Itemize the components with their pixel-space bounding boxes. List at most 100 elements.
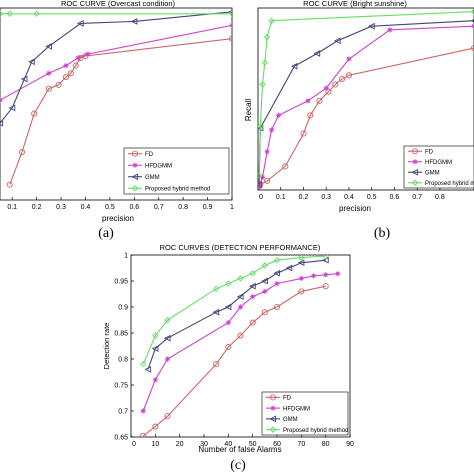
data-point-legend-proposed-hybrid-method-0 bbox=[269, 426, 277, 433]
data-point-proposed-hybrid-method-1 bbox=[152, 332, 159, 339]
data-point-gmm-1 bbox=[151, 345, 159, 352]
data-point-hfdgmm-7 bbox=[274, 281, 280, 287]
data-point-proposed-hybrid-method-3 bbox=[228, 10, 232, 17]
legend-label-hfdgmm: HFDGMM bbox=[425, 160, 452, 166]
legend-label-fd: FD bbox=[145, 152, 154, 158]
data-point-proposed-hybrid-method-9 bbox=[298, 255, 305, 261]
series-line-gmm bbox=[0, 11, 232, 124]
data-point-hfdgmm-5 bbox=[250, 294, 256, 300]
chart-panel-a: ROC CURVE (Overcast condition) 0.1 0.2 0.3… bbox=[0, 0, 234, 241]
data-point-fd-4 bbox=[55, 81, 62, 88]
y-tick-label: 0.8 bbox=[118, 357, 128, 364]
data-point-gmm-3 bbox=[28, 58, 35, 66]
data-point-hfdgmm-4 bbox=[237, 304, 244, 310]
data-point-hfdgmm-0 bbox=[258, 183, 262, 189]
x-tick-label: 0.2 bbox=[32, 204, 42, 211]
data-point-proposed-hybrid-method-2 bbox=[164, 316, 171, 324]
legend-label-fd: FD bbox=[283, 396, 292, 402]
plot-frame-c bbox=[130, 254, 351, 438]
data-point-proposed-hybrid-method-2 bbox=[33, 10, 40, 17]
x-tick-label: 90 bbox=[346, 441, 354, 448]
data-point-proposed-hybrid-method-10 bbox=[322, 255, 329, 260]
data-point-gmm-4 bbox=[224, 303, 232, 311]
data-point-hfdgmm-4 bbox=[85, 51, 91, 57]
data-point-proposed-hybrid-method-3 bbox=[212, 285, 220, 293]
data-point-proposed-hybrid-method-0 bbox=[0, 10, 4, 17]
y-tick-label: 0.9 bbox=[118, 305, 128, 312]
data-point-fd-2 bbox=[264, 177, 271, 184]
data-point-legend-proposed-hybrid-method-0 bbox=[411, 179, 419, 186]
data-point-legend-fd-0 bbox=[269, 394, 277, 401]
data-point-hfdgmm-1 bbox=[259, 174, 266, 180]
legend-b: FD HFDGMM GMM Proposed hybrid method bbox=[403, 145, 474, 189]
data-point-fd-1 bbox=[152, 423, 159, 430]
data-point-hfdgmm-11 bbox=[335, 271, 341, 277]
data-point-proposed-hybrid-method-7 bbox=[261, 262, 269, 269]
data-point-fd-8 bbox=[273, 303, 281, 311]
data-point-fd-6 bbox=[67, 70, 74, 77]
caption-c: (c) bbox=[230, 458, 246, 473]
series-line-fd bbox=[9, 38, 232, 185]
x-tick-label: 0.4 bbox=[81, 204, 91, 211]
y-tick-label: 0.7 bbox=[118, 409, 128, 416]
data-point-fd-2 bbox=[164, 413, 171, 420]
data-point-proposed-hybrid-method-6 bbox=[470, 8, 474, 15]
x-axis-label-b: precision bbox=[339, 204, 371, 213]
x-tick-label: 10 bbox=[151, 441, 159, 448]
data-point-fd-0 bbox=[140, 432, 147, 437]
data-point-hfdgmm-9 bbox=[310, 273, 317, 279]
series-line-hfdgmm bbox=[142, 273, 338, 412]
data-point-hfdgmm-10 bbox=[323, 272, 329, 278]
x-tick-label: 0 bbox=[259, 194, 263, 201]
legend-box bbox=[261, 391, 349, 436]
data-point-legend-gmm-0 bbox=[411, 168, 419, 176]
data-point-gmm-9 bbox=[285, 264, 293, 272]
data-point-gmm-4 bbox=[333, 37, 341, 45]
x-ticks-a: 0.1 0.2 0.3 0.4 0.5 0.6 0.7 0.8 0.9 1 bbox=[7, 197, 234, 211]
data-point-hfdgmm-5 bbox=[305, 98, 311, 104]
data-point-fd-6 bbox=[249, 319, 256, 326]
data-point-fd-1 bbox=[18, 148, 26, 156]
data-point-fd-0 bbox=[6, 181, 13, 188]
data-point-proposed-hybrid-method-0 bbox=[139, 360, 147, 368]
data-point-fd-7 bbox=[325, 88, 332, 95]
data-point-proposed-hybrid-method-6 bbox=[249, 269, 256, 277]
data-point-hfdgmm-0 bbox=[140, 408, 146, 414]
data-point-hfdgmm-0 bbox=[0, 97, 3, 103]
y-tick-label: 0.75 bbox=[114, 383, 128, 390]
data-point-hfdgmm-7 bbox=[346, 56, 352, 62]
caption-b: (b) bbox=[374, 226, 391, 241]
chart-panel-c: ROC CURVES (DETECTION PERFORMANCE) Detec… bbox=[102, 243, 354, 473]
legend-label-proposed-hybrid-method: Proposed hybrid method bbox=[425, 181, 474, 187]
x-tick-label: 0.8 bbox=[435, 194, 445, 201]
data-point-gmm-6 bbox=[249, 282, 256, 290]
data-point-fd-3 bbox=[213, 361, 220, 368]
data-point-gmm-8 bbox=[273, 269, 281, 277]
data-point-fd-10 bbox=[345, 72, 352, 79]
data-point-fd-7 bbox=[72, 62, 79, 69]
data-point-gmm-2 bbox=[290, 62, 298, 70]
y-tick-label: 0.95 bbox=[114, 279, 128, 286]
data-point-gmm-1 bbox=[8, 104, 16, 112]
caption-a: (a) bbox=[98, 226, 114, 241]
legend-label-gmm: GMM bbox=[283, 417, 298, 423]
legend-label-proposed-hybrid-method: Proposed hybrid method bbox=[145, 187, 210, 193]
x-axis-label-c: Number of false Alarms bbox=[198, 445, 281, 454]
x-tick-label: 0.7 bbox=[412, 194, 422, 201]
data-point-hfdgmm-5 bbox=[229, 22, 232, 28]
data-point-gmm-6 bbox=[130, 18, 138, 25]
data-point-legend-fd-0 bbox=[131, 150, 139, 157]
data-point-hfdgmm-2 bbox=[164, 356, 171, 362]
data-point-hfdgmm-8 bbox=[387, 27, 393, 33]
legend-label-gmm: GMM bbox=[425, 171, 440, 177]
x-tick-label: 60 bbox=[273, 441, 281, 448]
x-tick-label: 0.9 bbox=[203, 204, 213, 211]
x-tick-label: 40 bbox=[224, 441, 232, 448]
y-tick-label: 1 bbox=[124, 253, 128, 260]
series-b bbox=[258, 8, 474, 190]
data-point-gmm-0 bbox=[258, 181, 263, 188]
series-line-proposed-hybrid-method bbox=[258, 11, 474, 176]
data-point-fd-10 bbox=[228, 35, 232, 42]
data-point-gmm-7 bbox=[261, 277, 268, 285]
data-point-legend-hfdgmm-0 bbox=[412, 159, 418, 165]
